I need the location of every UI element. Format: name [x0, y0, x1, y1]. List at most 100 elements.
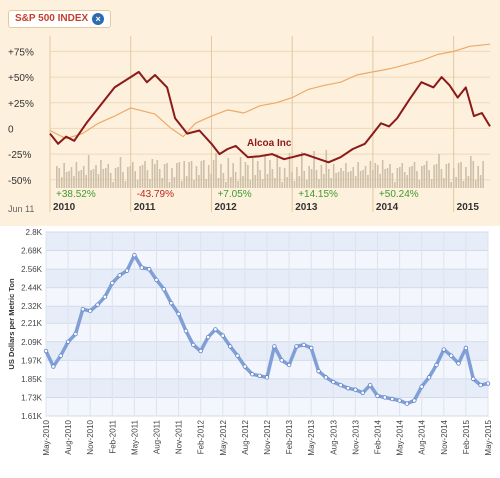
y-tick-label: 2.56K: [21, 265, 43, 274]
annual-change-label: +38.52%: [56, 189, 96, 200]
x-tick-label: Feb-2014: [374, 419, 383, 454]
close-icon[interactable]: ×: [92, 13, 105, 25]
volume-bar: [129, 166, 132, 188]
x-tick-label: Aug-2011: [153, 419, 162, 454]
series-line: [49, 70, 491, 164]
volume-bar: [269, 160, 271, 188]
volume-bar: [252, 156, 254, 188]
volume-bar: [112, 182, 114, 188]
annual-change-label: -43.79%: [137, 189, 174, 200]
data-point: [242, 364, 248, 369]
data-point: [154, 277, 159, 283]
volume-bar: [105, 168, 107, 188]
y-tick-label: 2.09K: [21, 338, 43, 347]
x-tick-label: May-2012: [219, 419, 228, 455]
x-tick-label: Nov-2011: [175, 419, 184, 454]
x-tick-label: 2012: [214, 202, 237, 213]
volume-bar: [443, 178, 445, 188]
annual-change-label: +50.24%: [379, 189, 419, 200]
volume-bar: [139, 166, 141, 188]
volume-bar: [425, 161, 428, 188]
data-point: [220, 333, 225, 338]
y-tick-label: 1.61K: [21, 412, 43, 421]
volume-bar: [85, 175, 87, 188]
data-point: [426, 375, 432, 380]
stock-comparison-chart: +75% +50% +25% 0 -25% -50% 2010 2011 2012 2013 201…: [8, 36, 491, 214]
volume-bar: [195, 166, 198, 188]
volume-bar: [305, 180, 308, 188]
volume-bar: [60, 177, 63, 188]
volume-bar: [122, 172, 124, 188]
volume-bar: [467, 176, 470, 188]
volume-bar: [261, 179, 264, 188]
volume-bar: [161, 178, 163, 188]
data-point: [397, 398, 402, 403]
data-point: [250, 372, 255, 377]
data-point: [117, 273, 122, 278]
volume-bar: [244, 162, 247, 188]
volume-bar: [97, 174, 100, 188]
sp500-index-badge[interactable]: S&P 500 INDEX ×: [8, 10, 112, 28]
volume-bar: [288, 153, 291, 188]
volume-bar: [242, 176, 244, 188]
aluminum-price-chart: 2.8K 2.68K 2.56K 2.44K 2.32K 2.21K 2.09K 1.97K 1…: [7, 228, 493, 456]
volume-bar: [462, 181, 465, 188]
volume-bar: [347, 172, 350, 188]
volume-bar: [423, 165, 426, 188]
series-line: [49, 43, 491, 140]
data-point: [191, 342, 196, 348]
volume-bar: [82, 166, 85, 188]
data-point: [382, 395, 388, 400]
volume-bar: [340, 168, 342, 188]
volume-bar: [298, 176, 301, 188]
volume-bar: [266, 174, 269, 188]
volume-bar: [450, 182, 453, 188]
volume-bar: [345, 163, 347, 188]
volume-bar: [102, 169, 105, 188]
volume-bar: [367, 175, 369, 188]
x-tick-label: Aug-2010: [64, 419, 73, 454]
volume-bar: [229, 177, 232, 188]
volume-bar: [188, 162, 190, 188]
data-point: [87, 308, 93, 314]
data-point: [478, 382, 483, 388]
volume-bar: [109, 173, 112, 188]
volume-bar: [193, 180, 195, 188]
volume-bar: [158, 169, 161, 188]
volume-bar: [217, 178, 220, 188]
data-point: [102, 294, 108, 300]
volume-bar: [399, 167, 401, 188]
x-tick-label: Feb-2012: [197, 419, 206, 454]
volume-bar: [176, 163, 178, 188]
data-point: [441, 347, 446, 352]
volume-bar: [56, 166, 58, 188]
volume-bar: [433, 165, 435, 188]
data-point: [463, 345, 469, 351]
volume-bar: [435, 164, 438, 188]
volume-bar: [276, 154, 279, 188]
y-tick-label: -50%: [8, 176, 31, 187]
data-point: [264, 375, 270, 380]
volume-bar: [327, 169, 330, 188]
volume-bar: [359, 171, 362, 188]
data-point: [419, 384, 424, 389]
corner-label: Jun 11: [8, 204, 34, 214]
volume-bar: [144, 161, 146, 188]
volume-bar: [151, 159, 154, 188]
volume-bar: [114, 168, 117, 188]
volume-bar: [301, 152, 303, 188]
volume-bar: [448, 163, 450, 188]
x-tick-label: Aug-2012: [241, 419, 250, 454]
x-tick-label: Nov-2013: [351, 419, 360, 454]
data-point: [309, 345, 314, 351]
volume-bar: [237, 181, 239, 188]
x-tick-label: 2010: [53, 202, 76, 213]
volume-bar: [413, 162, 416, 188]
x-tick-label: 2014: [376, 202, 399, 213]
volume-bar: [418, 180, 421, 188]
volume-bar: [376, 165, 379, 188]
y-tick-label: 2.21K: [21, 319, 43, 328]
annual-change-label: +7.05%: [217, 189, 251, 200]
y-tick-label: 1.85K: [21, 375, 43, 384]
